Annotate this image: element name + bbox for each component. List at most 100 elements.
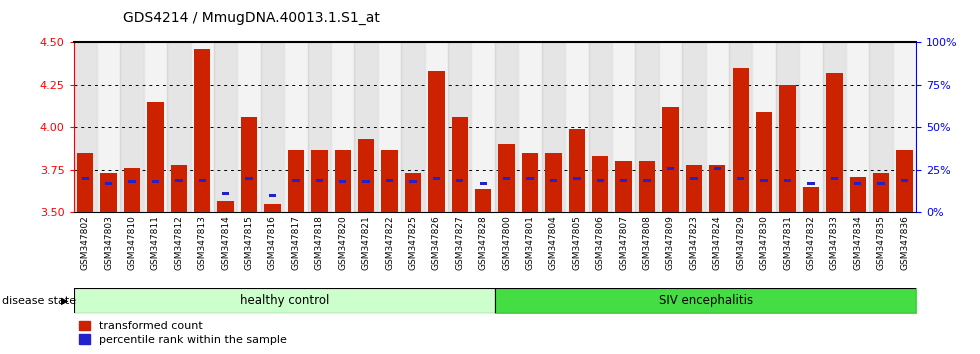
Bar bbox=[405, 173, 421, 212]
Bar bbox=[190, 42, 214, 212]
Bar bbox=[776, 42, 800, 212]
Bar bbox=[756, 112, 772, 212]
Bar bbox=[659, 42, 682, 212]
Bar bbox=[800, 42, 822, 212]
Bar bbox=[499, 144, 514, 212]
Bar bbox=[753, 42, 776, 212]
Bar bbox=[168, 42, 190, 212]
Bar bbox=[144, 42, 168, 212]
Bar bbox=[386, 178, 393, 182]
Bar bbox=[869, 42, 893, 212]
Bar bbox=[612, 42, 635, 212]
Text: healthy control: healthy control bbox=[239, 294, 329, 307]
Bar bbox=[620, 178, 627, 182]
Bar bbox=[503, 177, 511, 180]
Text: GDS4214 / MmugDNA.40013.1.S1_at: GDS4214 / MmugDNA.40013.1.S1_at bbox=[122, 11, 379, 25]
Bar bbox=[901, 178, 908, 182]
Bar bbox=[615, 161, 632, 212]
Bar bbox=[378, 42, 401, 212]
Bar bbox=[269, 194, 276, 197]
Bar bbox=[265, 204, 280, 212]
Bar bbox=[850, 177, 866, 212]
Bar bbox=[308, 42, 331, 212]
Bar bbox=[100, 173, 117, 212]
Bar bbox=[760, 178, 767, 182]
Bar bbox=[897, 149, 912, 212]
Bar bbox=[893, 42, 916, 212]
Bar bbox=[729, 42, 753, 212]
Bar bbox=[456, 178, 464, 182]
Bar bbox=[147, 102, 164, 212]
Bar bbox=[822, 42, 846, 212]
Bar bbox=[433, 177, 440, 180]
Bar bbox=[471, 42, 495, 212]
Bar bbox=[779, 85, 796, 212]
Bar bbox=[542, 42, 565, 212]
Bar bbox=[831, 177, 838, 180]
Bar bbox=[803, 187, 819, 212]
Bar bbox=[639, 161, 656, 212]
Bar bbox=[316, 178, 323, 182]
Bar bbox=[690, 177, 698, 180]
Bar bbox=[410, 180, 416, 183]
Bar bbox=[686, 165, 702, 212]
Bar bbox=[565, 42, 589, 212]
Bar bbox=[545, 153, 562, 212]
Bar bbox=[706, 42, 729, 212]
Bar bbox=[589, 42, 612, 212]
Bar bbox=[710, 165, 725, 212]
Bar bbox=[597, 178, 604, 182]
Bar bbox=[222, 192, 229, 195]
Legend: transformed count, percentile rank within the sample: transformed count, percentile rank withi… bbox=[79, 321, 287, 345]
Bar bbox=[237, 42, 261, 212]
Text: disease state: disease state bbox=[2, 296, 76, 306]
Bar bbox=[194, 49, 211, 212]
Bar bbox=[479, 182, 487, 185]
Bar bbox=[199, 178, 206, 182]
Bar bbox=[568, 129, 585, 212]
Bar bbox=[339, 180, 346, 183]
Bar bbox=[644, 178, 651, 182]
Bar bbox=[214, 42, 237, 212]
Bar bbox=[97, 42, 121, 212]
Text: ▶: ▶ bbox=[61, 296, 69, 306]
Bar bbox=[808, 182, 814, 185]
Bar bbox=[152, 180, 159, 183]
Bar bbox=[358, 139, 374, 212]
Bar bbox=[245, 177, 253, 180]
Bar bbox=[311, 149, 327, 212]
Bar bbox=[784, 178, 791, 182]
Bar bbox=[292, 178, 300, 182]
Bar bbox=[518, 42, 542, 212]
Bar bbox=[355, 42, 378, 212]
Bar bbox=[662, 107, 679, 212]
Bar bbox=[288, 149, 304, 212]
Bar bbox=[635, 42, 659, 212]
Bar bbox=[526, 177, 534, 180]
Bar bbox=[428, 72, 445, 212]
Bar bbox=[855, 182, 861, 185]
Bar bbox=[846, 42, 869, 212]
Bar bbox=[826, 73, 843, 212]
Text: SIV encephalitis: SIV encephalitis bbox=[659, 294, 753, 307]
Bar bbox=[550, 178, 557, 182]
Bar bbox=[261, 42, 284, 212]
Bar bbox=[334, 149, 351, 212]
Bar bbox=[123, 168, 140, 212]
Bar bbox=[363, 180, 369, 183]
Bar bbox=[331, 42, 355, 212]
Bar bbox=[121, 42, 144, 212]
Bar bbox=[452, 117, 468, 212]
Bar bbox=[666, 167, 674, 170]
Bar bbox=[105, 182, 113, 185]
Bar bbox=[475, 189, 491, 212]
Bar bbox=[284, 42, 308, 212]
Bar bbox=[448, 42, 471, 212]
Bar bbox=[877, 182, 885, 185]
Bar bbox=[128, 180, 135, 183]
Bar bbox=[171, 165, 187, 212]
Bar bbox=[737, 177, 745, 180]
Bar bbox=[401, 42, 424, 212]
Bar bbox=[873, 173, 890, 212]
Bar bbox=[424, 42, 448, 212]
